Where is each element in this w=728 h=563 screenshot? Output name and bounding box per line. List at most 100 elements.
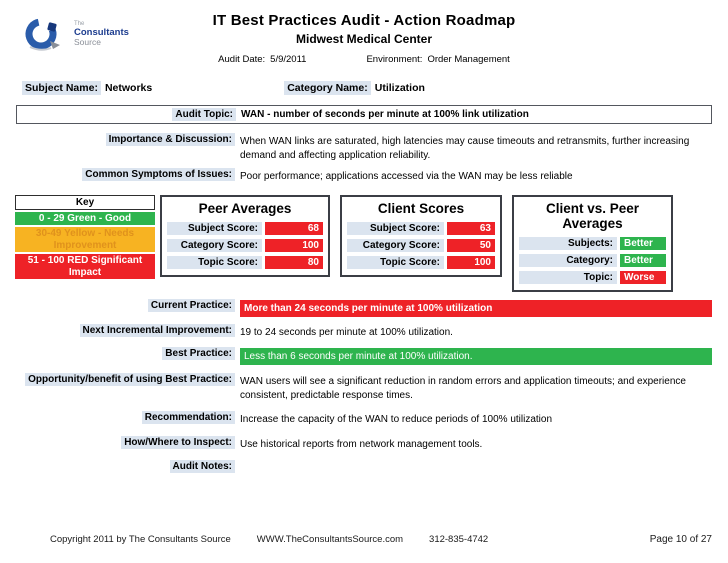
page-footer: Copyright 2011 by The Consultants Source…	[50, 534, 712, 545]
client-topic-label: Topic Score:	[347, 255, 444, 269]
recommendation-label: Recommendation:	[141, 411, 235, 424]
audit-notes-value	[240, 461, 712, 474]
peer-topic-score-badge: 80	[265, 255, 323, 269]
client-category-row: Category Score: 50	[347, 238, 495, 252]
peer-averages-panel: Peer Averages Subject Score: 68 Category…	[160, 194, 330, 277]
next-incremental-label-cell: Next Incremental Improvement:	[16, 324, 235, 340]
recommendation-value: Increase the capacity of the WAN to redu…	[240, 414, 553, 425]
company-logo: The Consultants Source	[20, 14, 129, 54]
audit-date-label: Audit Date:	[218, 54, 266, 65]
importance-row: Importance & Discussion: When WAN links …	[16, 133, 712, 162]
versus-topic-row: Topic: Worse	[519, 270, 666, 284]
audit-topic-label: Audit Topic:	[172, 108, 236, 121]
best-practice-value: Less than 6 seconds per minute at 100% u…	[240, 347, 712, 365]
symptoms-value: Poor performance; applications accessed …	[240, 171, 573, 182]
best-practice-label: Best Practice:	[162, 346, 235, 360]
category-name-label: Category Name:	[284, 81, 371, 95]
symptoms-label: Common Symptoms of Issues:	[82, 168, 235, 181]
symptoms-label-cell: Common Symptoms of Issues:	[16, 168, 235, 184]
logo-line-the: The	[74, 21, 85, 28]
audit-date-value: 5/9/2011	[270, 54, 307, 65]
footer-website: WWW.TheConsultantsSource.com	[256, 534, 404, 545]
importance-label: Importance & Discussion:	[105, 133, 235, 146]
versus-category-row: Category: Better	[519, 253, 666, 267]
client-category-label: Category Score:	[347, 238, 444, 252]
client-subject-score-badge: 63	[447, 221, 495, 235]
client-topic-score-badge: 100	[447, 255, 495, 269]
audit-topic-value: WAN - number of seconds per minute at 10…	[241, 109, 529, 120]
footer-phone: 312-835-4742	[429, 534, 489, 545]
subject-name: Subject Name: Networks	[22, 81, 152, 95]
client-scores-panel: Client Scores Subject Score: 63 Category…	[340, 194, 502, 277]
opportunity-label: Opportunity/benefit of using Best Practi…	[25, 373, 235, 386]
versus-category-status-badge: Better	[620, 253, 666, 267]
client-vs-peer-title: Client vs. Peer Averages	[545, 200, 640, 231]
importance-value: When WAN links are saturated, high laten…	[240, 136, 690, 161]
peer-subject-score-badge: 68	[265, 221, 323, 235]
logo-line-consultants: Consultants	[74, 26, 129, 38]
logo-line-source: Source	[74, 36, 101, 47]
peer-subject-row: Subject Score: 68	[167, 221, 323, 235]
versus-subjects-label: Subjects:	[519, 236, 617, 250]
versus-topic-status-badge: Worse	[620, 270, 666, 284]
subject-name-label: Subject Name:	[22, 81, 101, 95]
how-where-label-cell: How/Where to Inspect:	[16, 435, 235, 452]
environment-value: Order Management	[427, 54, 510, 65]
peer-topic-label: Topic Score:	[167, 255, 262, 269]
audit-notes-label-cell: Audit Notes:	[16, 460, 235, 474]
how-where-value: Use historical reports from network mana…	[240, 438, 483, 450]
next-incremental-value: 19 to 24 seconds per minute at 100% util…	[240, 327, 453, 338]
audit-meta-row: Audit Date: 5/9/2011 Environment: Order Ma…	[0, 54, 728, 65]
detail-rows: Current Practice: More than 24 seconds p…	[0, 298, 728, 475]
key-item-red: 51 - 100 RED Significant Impact	[15, 254, 155, 279]
footer-page-number: Page 10 of 27	[649, 534, 712, 545]
versus-topic-label: Topic:	[519, 270, 617, 284]
recommendation-row: Recommendation: Increase the capacity of…	[16, 411, 712, 427]
client-scores-title: Client Scores	[377, 200, 465, 216]
page-subtitle: Midwest Medical Center	[295, 32, 433, 46]
category-name: Category Name: Utilization	[284, 81, 425, 95]
next-incremental-row: Next Incremental Improvement: 19 to 24 s…	[16, 324, 712, 340]
current-practice-label: Current Practice:	[147, 298, 235, 312]
versus-subjects-row: Subjects: Better	[519, 236, 666, 250]
peer-averages-title: Peer Averages	[198, 200, 292, 216]
footer-copyright: Copyright 2011 by The Consultants Source	[50, 534, 231, 545]
current-practice-row: Current Practice: More than 24 seconds p…	[16, 298, 712, 317]
key-item-green: 0 - 29 Green - Good	[15, 211, 155, 225]
audit-notes-row: Audit Notes:	[16, 460, 712, 474]
client-topic-row: Topic Score: 100	[347, 255, 495, 269]
client-subject-row: Subject Score: 63	[347, 221, 495, 235]
logo-wordmark: The Consultants Source	[71, 21, 129, 46]
page-title: IT Best Practices Audit - Action Roadmap	[212, 12, 516, 29]
peer-topic-row: Topic Score: 80	[167, 255, 323, 269]
key-item-yellow: 30-49 Yellow - Needs Improvement	[15, 227, 155, 252]
current-practice-value: More than 24 seconds per minute at 100% …	[240, 299, 712, 317]
importance-label-cell: Importance & Discussion:	[16, 133, 235, 162]
client-category-score-badge: 50	[447, 238, 495, 252]
score-panels: Key 0 - 29 Green - Good 30-49 Yellow - N…	[15, 194, 728, 292]
client-subject-label: Subject Score:	[347, 221, 444, 235]
consultants-source-logo-icon	[25, 18, 60, 51]
peer-category-label: Category Score:	[167, 238, 262, 252]
versus-subjects-status-badge: Better	[620, 236, 666, 250]
audit-date: Audit Date: 5/9/2011	[218, 54, 306, 65]
how-where-label: How/Where to Inspect:	[121, 435, 235, 449]
opportunity-label-cell: Opportunity/benefit of using Best Practi…	[16, 373, 235, 402]
versus-category-label: Category:	[519, 253, 617, 267]
audit-notes-label: Audit Notes:	[169, 460, 235, 473]
next-incremental-label: Next Incremental Improvement:	[79, 324, 235, 337]
subject-category-row: Subject Name: Networks Category Name: Util…	[22, 81, 728, 95]
key-legend-title: Key	[15, 194, 155, 210]
opportunity-value: WAN users will see a significant reducti…	[240, 376, 686, 401]
symptoms-row: Common Symptoms of Issues: Poor performa…	[16, 168, 712, 184]
audit-topic-label-cell: Audit Topic:	[17, 108, 236, 121]
how-where-row: How/Where to Inspect: Use historical rep…	[16, 435, 712, 452]
environment-label: Environment:	[366, 54, 423, 65]
peer-category-score-badge: 100	[265, 238, 323, 252]
environment: Environment: Order Management	[366, 54, 509, 65]
best-practice-label-cell: Best Practice:	[16, 346, 235, 366]
peer-subject-label: Subject Score:	[167, 221, 262, 235]
best-practice-row: Best Practice: Less than 6 seconds per m…	[16, 346, 712, 366]
audit-topic-box: Audit Topic: WAN - number of seconds per…	[16, 105, 712, 124]
